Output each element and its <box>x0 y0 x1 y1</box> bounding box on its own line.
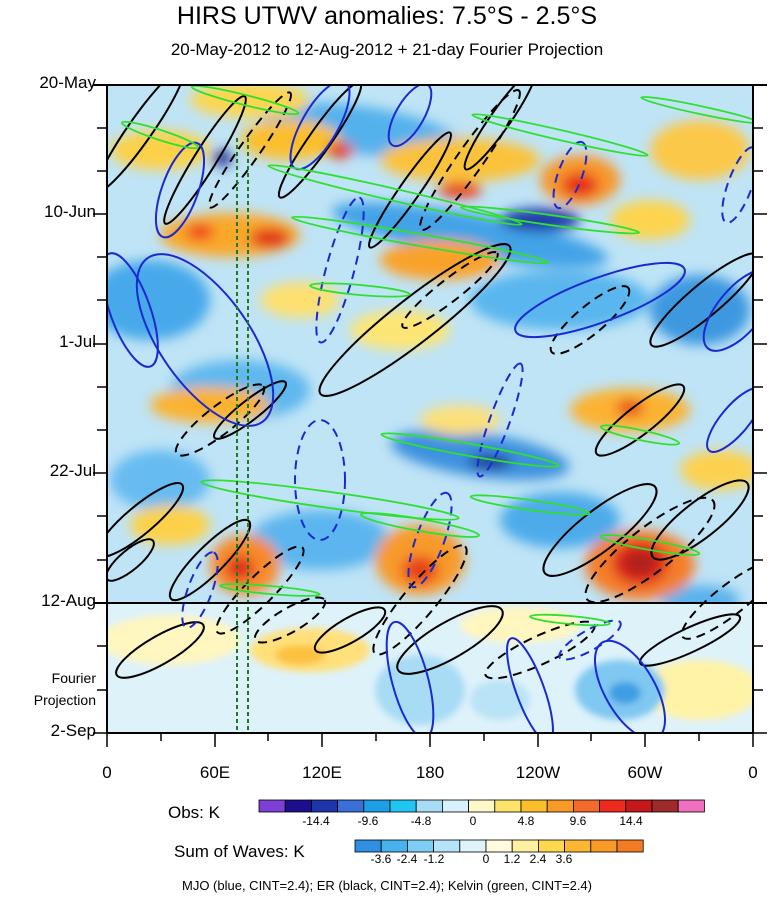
obs-colorbar-tick: 4.8 <box>517 814 535 828</box>
colorbar-swatch <box>406 839 434 853</box>
wave-contours <box>107 85 753 733</box>
y-tick-label: 10-Jun <box>44 202 96 221</box>
colorbar-swatch <box>380 839 408 853</box>
colorbar-swatch <box>363 799 391 813</box>
y-tick-label: 20-May <box>39 73 96 92</box>
y-tick-label: 1-Jul <box>59 332 96 351</box>
colorbar-swatch <box>459 839 487 853</box>
colorbar-swatch <box>573 799 601 813</box>
x-tick-label: 0 <box>102 763 112 782</box>
x-tick-label: 180 <box>415 763 445 782</box>
x-tick-label: 120E <box>302 763 342 782</box>
projection-label: Fourier <box>51 670 96 686</box>
kelvin-contours <box>121 85 753 627</box>
colorbar-swatch <box>354 839 382 853</box>
colorbar-swatch <box>677 799 705 813</box>
x-tick-label: 0 <box>748 763 758 782</box>
chart-title: HIRS UTWV anomalies: 7.5°S - 2.5°S <box>176 2 598 30</box>
colorbar-swatch <box>520 799 548 813</box>
waves-colorbar-tick: -3.6 <box>370 852 392 866</box>
y-tick-label: 22-Jul <box>49 461 96 480</box>
obs-colorbar-label: Obs: K <box>168 803 220 822</box>
colorbar-swatch <box>651 799 679 813</box>
colorbar-swatch <box>616 839 644 853</box>
colorbar-swatch <box>485 839 513 853</box>
y-tick-label: 2-Sep <box>50 721 96 740</box>
obs-colorbar-tick: -4.8 <box>410 814 432 828</box>
colorbar-swatch <box>337 799 365 813</box>
obs-colorbar-tick: 0 <box>469 814 477 828</box>
longitude-markers <box>236 138 249 733</box>
colorbar-swatch <box>511 839 539 853</box>
waves-colorbar-tick: -1.2 <box>423 852 445 866</box>
obs-colorbar-tick: 14.4 <box>619 814 643 828</box>
x-tick-label: 60W <box>627 763 663 782</box>
colorbar-swatch <box>441 799 469 813</box>
waves-colorbar-label: Sum of Waves: K <box>174 842 305 861</box>
waves-colorbar-tick: 0 <box>482 852 490 866</box>
y-tick-label: 12-Aug <box>41 591 96 610</box>
colorbar-swatch <box>415 799 443 813</box>
colorbar-swatch <box>564 839 592 853</box>
y-axis-ticks <box>93 84 767 734</box>
obs-colorbar-tick: -14.4 <box>302 814 330 828</box>
colorbar-swatch <box>546 799 574 813</box>
er-contours <box>107 85 753 680</box>
waves-colorbar-tick: 3.6 <box>555 852 573 866</box>
colorbar-swatch <box>599 799 627 813</box>
obs-field <box>107 85 753 603</box>
colorbar-swatch <box>538 839 566 853</box>
obs-colorbar <box>258 799 705 813</box>
colorbar-swatch <box>494 799 522 813</box>
waves-colorbar-tick: 2.4 <box>529 852 547 866</box>
colorbar-swatch <box>258 799 286 813</box>
x-tick-label: 120W <box>515 763 561 782</box>
x-tick-label: 60E <box>199 763 231 782</box>
obs-colorbar-tick: 9.6 <box>569 814 587 828</box>
mjo-contours <box>107 85 753 733</box>
waves-colorbar-tick: -2.4 <box>396 852 418 866</box>
colorbar-swatch <box>625 799 653 813</box>
chart-subtitle: 20-May-2012 to 12-Aug-2012 + 21-day Four… <box>170 40 604 59</box>
colorbar-swatch <box>433 839 461 853</box>
contour-legend-caption: MJO (blue, CINT=2.4); ER (black, CINT=2.… <box>182 878 592 893</box>
colorbar-swatch <box>590 839 618 853</box>
waves-colorbar-tick: 1.2 <box>503 852 521 866</box>
obs-colorbar-tick: -9.6 <box>357 814 379 828</box>
waves-colorbar <box>354 839 644 853</box>
colorbar-swatch <box>389 799 417 813</box>
projection-label: Projection <box>33 692 96 708</box>
colorbar-swatch <box>468 799 496 813</box>
colorbar-swatch <box>284 799 312 813</box>
colorbar-swatch <box>310 799 338 813</box>
x-axis-ticks <box>106 733 754 747</box>
